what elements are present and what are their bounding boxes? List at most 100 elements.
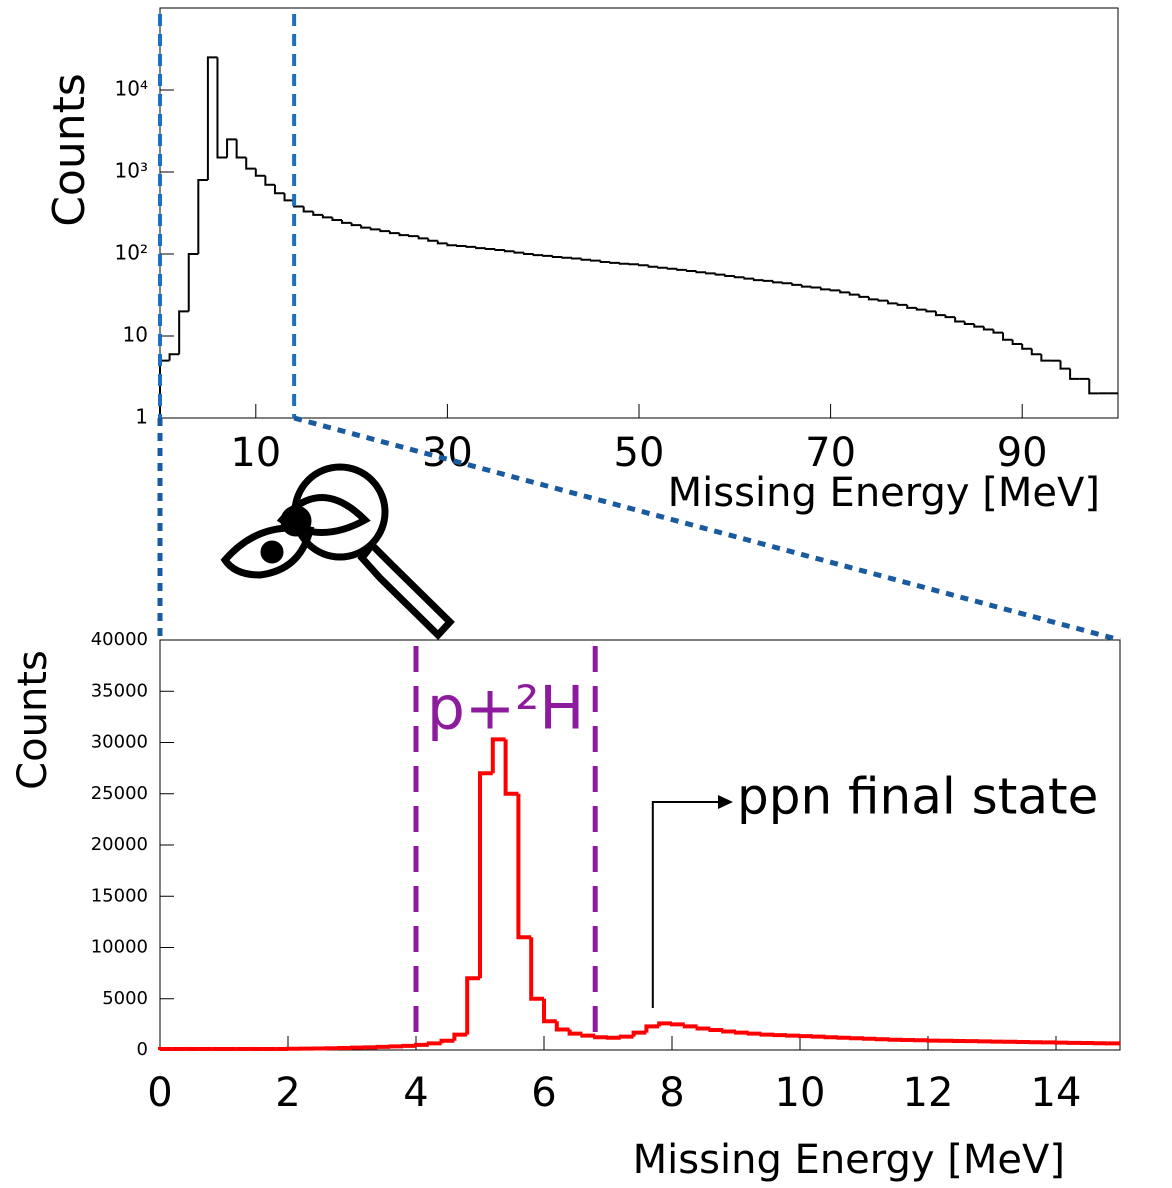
- histogram-bin: [982, 326, 994, 331]
- histogram-bin: [762, 279, 774, 282]
- histogram-bin: [206, 56, 218, 180]
- histogram-bin: [561, 256, 572, 259]
- histogram-bin: [408, 235, 419, 238]
- histogram-bin: [439, 1038, 455, 1044]
- histogram-bin: [465, 976, 480, 1035]
- histogram-bin: [925, 309, 936, 313]
- histogram-bin: [1088, 378, 1099, 395]
- histogram-bin: [1011, 339, 1023, 345]
- histogram-bin: [427, 238, 438, 242]
- histogram-bin: [475, 246, 486, 250]
- x-tick-label: 10: [775, 1070, 826, 1116]
- y-tick-label: 10⁴: [115, 77, 148, 101]
- y-tick-label: 40000: [91, 629, 148, 650]
- histogram-bin: [666, 267, 678, 270]
- histogram-bin: [426, 1041, 442, 1046]
- histogram-bin: [973, 324, 984, 328]
- histogram-bin: [484, 248, 496, 251]
- x-tick-label: 50: [614, 430, 665, 476]
- histogram-bin: [503, 739, 519, 796]
- histogram-bin: [823, 1035, 839, 1040]
- histogram-bin: [657, 1021, 672, 1027]
- histogram-bin: [513, 251, 525, 254]
- y-axis-label: Counts: [44, 73, 95, 227]
- histogram-bin: [695, 1026, 711, 1031]
- histogram-bin: [915, 307, 927, 311]
- y-axis-label: Counts: [10, 650, 56, 790]
- x-tick-label: 12: [903, 1070, 954, 1116]
- histogram-bin: [752, 278, 764, 282]
- y-tick-label: 10: [123, 323, 148, 347]
- histogram-bin: [388, 231, 400, 235]
- histogram-bin: [798, 1034, 813, 1039]
- histogram-bin: [705, 272, 716, 275]
- histogram-bin: [331, 217, 343, 221]
- y-tick-label: 10²: [115, 241, 148, 265]
- x-tick-label: 2: [275, 1070, 300, 1116]
- histogram-bin: [567, 1029, 583, 1036]
- histogram-bin: [187, 253, 199, 312]
- histogram-bin: [312, 211, 323, 216]
- histogram-bin: [721, 1029, 736, 1034]
- histogram-bin: [350, 222, 362, 227]
- histogram-bin: [599, 260, 611, 263]
- magnifier-icon: [220, 463, 455, 641]
- histogram-bin: [708, 1028, 724, 1033]
- histogram-bin: [887, 1037, 903, 1042]
- y-tick-label: 15000: [91, 885, 148, 906]
- histogram-bin: [772, 280, 783, 284]
- histogram-bin: [590, 259, 601, 262]
- histogram-bin: [733, 275, 745, 279]
- histogram-bin: [772, 1033, 788, 1038]
- x-tick-label: 4: [403, 1070, 428, 1116]
- histogram-bin: [283, 193, 295, 202]
- histogram-bin: [580, 258, 592, 261]
- histogram-bin: [542, 998, 557, 1024]
- histogram-bin: [302, 206, 314, 213]
- y-tick-label: 0: [137, 1039, 148, 1060]
- histogram-bin: [631, 1030, 647, 1037]
- histogram-bin: [858, 294, 869, 298]
- histogram-bin: [523, 252, 534, 255]
- histogram-bin: [724, 274, 735, 277]
- histogram-bin: [849, 1036, 864, 1041]
- histogram-bin: [867, 296, 879, 301]
- histogram-bin: [887, 300, 898, 305]
- histogram-bin: [743, 277, 754, 280]
- histogram-bin: [676, 268, 687, 271]
- histogram-bin: [516, 793, 532, 940]
- histogram-bin: [580, 1033, 596, 1038]
- histogram-bin: [839, 290, 850, 294]
- histogram-bin: [490, 737, 506, 774]
- annotation-arrow: [651, 801, 725, 1008]
- histogram-bin: [379, 229, 390, 233]
- histogram-bin: [273, 184, 285, 195]
- histogram-bin: [1059, 360, 1071, 370]
- histogram-bin: [781, 282, 793, 285]
- histogram-bin: [455, 245, 467, 248]
- histogram-bin: [168, 353, 180, 361]
- histogram-bin: [906, 304, 917, 309]
- histogram-bin: [609, 261, 620, 264]
- annotation-text: ppn final state: [737, 768, 1098, 826]
- histogram-bin: [1069, 368, 1080, 380]
- histogram-bin: [682, 1024, 698, 1029]
- x-tick-label: 10: [230, 430, 281, 476]
- histogram-bin: [638, 264, 649, 267]
- cut-label: p+²H: [427, 674, 585, 744]
- histogram-bin: [178, 310, 189, 355]
- histogram-bin: [848, 292, 860, 296]
- histogram-bin: [647, 265, 659, 268]
- y-tick-label: 1: [135, 405, 148, 429]
- histogram-bin: [398, 233, 410, 237]
- plot-frame: [159, 639, 1121, 1051]
- histogram-bin: [618, 262, 630, 265]
- histogram-bin: [874, 1037, 890, 1042]
- x-tick-label: 8: [659, 1070, 684, 1116]
- histogram-bin: [369, 227, 381, 231]
- x-tick-label: 90: [997, 430, 1048, 476]
- histogram-bin: [1021, 343, 1032, 350]
- histogram-bin: [254, 168, 266, 177]
- histogram-bin: [657, 266, 668, 269]
